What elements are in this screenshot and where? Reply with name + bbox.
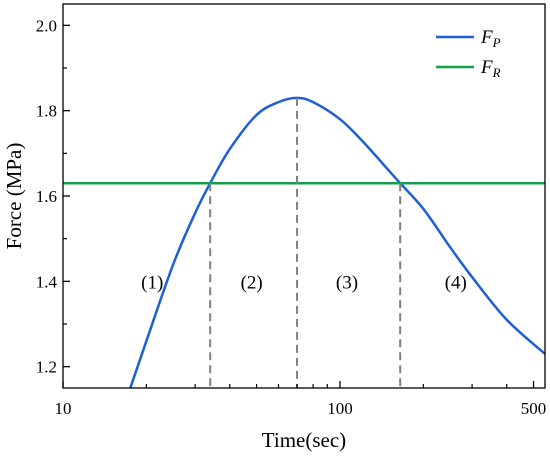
x-tick-label: 10 <box>55 399 72 418</box>
dashed-lines-layer <box>209 97 402 388</box>
ticks-layer: 1.2 1.4 1.6 1.8 2.0 10 100 500 <box>36 16 547 418</box>
y-tick-label: 2.0 <box>36 16 57 35</box>
curves-layer <box>63 96 546 389</box>
x-tick-label: 500 <box>521 399 547 418</box>
y-tick-label: 1.4 <box>36 272 58 291</box>
region-label-3: (3) <box>336 272 358 293</box>
axes-layer <box>62 3 546 389</box>
y-tick-label: 1.8 <box>36 102 57 121</box>
legend-label-fp: FP <box>480 27 501 50</box>
y-tick-label: 1.6 <box>36 187 57 206</box>
series-line-fp <box>129 96 546 389</box>
y-tick-label: 1.2 <box>36 358 57 377</box>
x-axis-label: Time(sec) <box>262 428 346 452</box>
x-tick-label: 100 <box>327 399 353 418</box>
legend: FP FR <box>436 27 501 80</box>
y-axis-label: Force (MPa) <box>2 143 26 250</box>
plot-frame <box>62 3 546 389</box>
region-label-2: (2) <box>241 272 263 293</box>
region-label-1: (1) <box>141 272 163 293</box>
region-labels-layer: (1) (2) (3) (4) <box>141 272 467 293</box>
region-label-4: (4) <box>445 272 467 293</box>
legend-label-fr: FR <box>480 57 501 80</box>
